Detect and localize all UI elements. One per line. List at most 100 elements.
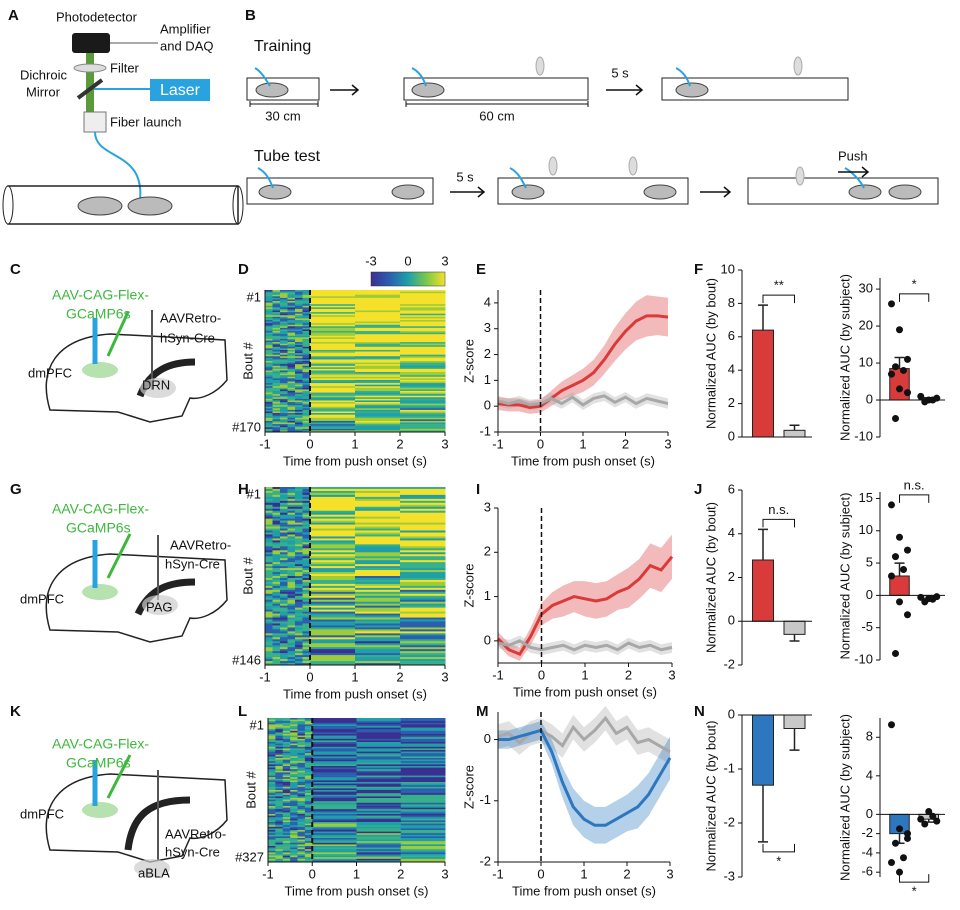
heatmap-texture [265,627,273,630]
heatmap-texture [280,560,288,563]
heatmap-texture [297,767,306,770]
heatmap-texture [355,386,401,389]
heatmap-texture [272,394,281,397]
heatmap-texture [287,361,296,363]
heatmap-texture [295,649,303,652]
heatmap-texture [297,847,306,850]
heatmap-texture [265,649,273,652]
heatmap-texture [272,619,281,622]
heatmap-texture [304,791,313,794]
heatmap-texture [356,799,402,802]
heatmap-texture [280,319,288,322]
heatmap-texture [290,810,298,813]
heatmap-texture [355,384,401,387]
heatmap-texture [400,334,446,337]
heatmap-texture [400,807,446,810]
heatmap-texture [400,825,446,828]
heatmap-texture [290,770,298,773]
heatmap-texture [290,820,298,823]
heatmap-texture [400,647,446,650]
y-tick-label: 8 [728,295,735,310]
heatmap-texture [290,802,298,805]
heatmap-texture [275,834,284,837]
heatmap-texture [295,639,303,642]
heatmap-texture [282,732,291,735]
heatmap-texture [304,799,313,802]
heatmap-texture [356,786,402,789]
heatmap-texture [280,409,288,412]
heatmap-texture [356,855,402,858]
heatmap-texture [355,629,401,632]
heatmap-texture [310,312,356,314]
heatmap-texture [290,842,298,845]
heatmap-texture [355,387,401,390]
heatmap-texture [290,756,298,759]
heatmap-texture [400,572,446,575]
heatmap-texture [310,629,356,632]
heatmap-texture [302,424,311,426]
significance-label: ** [774,278,784,293]
heatmap-texture [272,589,281,593]
heatmap-texture [295,324,303,327]
heatmap-texture [400,357,446,360]
tube-end [232,185,244,225]
heatmap-texture [275,766,284,768]
heatmap-texture [290,826,298,829]
heatmap-texture [268,750,276,752]
heatmap-texture [302,337,311,340]
heatmap-texture [297,828,306,831]
heatmap-texture [265,376,273,379]
heatmap-texture [355,631,401,634]
heatmap-texture [265,538,273,541]
heatmap-texture [304,825,313,828]
heatmap-texture [280,552,288,555]
heatmap-texture [282,833,291,836]
heatmap-texture [287,305,296,308]
heatmap-texture [282,860,291,863]
heatmap-texture [295,500,303,504]
heatmap-texture [272,627,281,630]
heatmap-texture [355,659,401,662]
heatmap-texture [272,409,281,412]
y-axis-label: Normalized AUC (by subject) [837,493,852,660]
heatmap-texture [272,498,281,502]
heatmap-texture [272,351,281,354]
heatmap-texture [304,767,313,770]
heatmap-texture [302,562,311,565]
heatmap-texture [280,334,288,337]
heatmap-texture [265,635,273,638]
heatmap-texture [268,825,276,828]
heatmap-texture [272,574,281,577]
heatmap-texture [272,552,281,555]
heatmap-texture [356,804,402,807]
heatmap-texture [287,332,296,335]
heatmap-texture [304,858,313,861]
heatmap-texture [290,823,298,826]
heatmap-texture [275,815,284,818]
heatmap-texture [295,354,303,357]
heatmap-texture [282,738,291,741]
heatmap-texture [295,381,303,384]
dichroic-mirror [76,78,104,100]
heatmap-texture [297,743,306,746]
heatmap-texture [265,305,273,308]
heatmap-texture [312,782,357,784]
heatmap-texture [265,516,273,519]
heatmap-texture [400,562,446,565]
heatmap-texture [290,727,298,730]
heatmap-texture [312,748,357,751]
heatmap-texture [295,323,303,326]
heatmap-texture [272,601,281,604]
significance-label: n.s. [904,477,925,492]
heatmap-texture [355,490,401,494]
heatmap-texture [265,318,273,321]
heatmap-texture [355,526,401,529]
heatmap-texture [310,425,356,428]
heatmap-texture [295,542,303,545]
heatmap-texture [297,730,306,733]
heatmap-texture [355,524,401,527]
x-tick-label: 0 [538,667,545,682]
fiber [411,67,427,87]
heatmap-texture [287,520,296,523]
heatmap-texture [295,334,303,337]
